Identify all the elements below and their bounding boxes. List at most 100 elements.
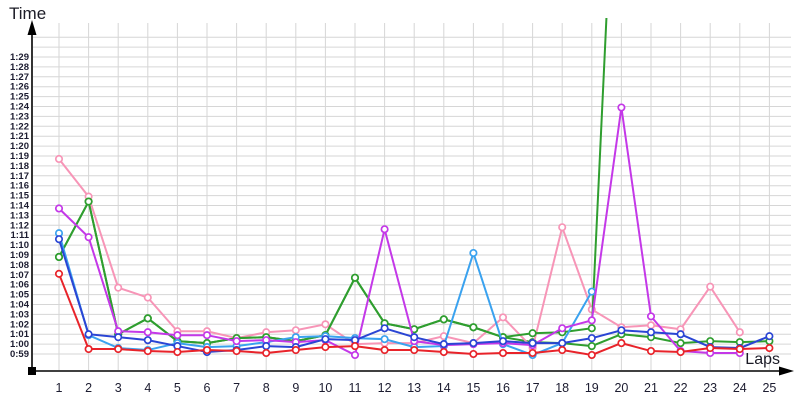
- x-tick-label: 10: [318, 381, 332, 395]
- data-point-red-lap-21: [646, 346, 656, 356]
- data-point-red-lap-5: [173, 347, 182, 357]
- series-line-magenta: [58, 107, 740, 357]
- series-line-green-spiky: [58, 18, 608, 345]
- x-tick-label: 20: [614, 381, 628, 395]
- y-tick-label: 1:29: [10, 52, 29, 63]
- data-point-pink-lap-18: [558, 223, 567, 232]
- data-point-blue-lap-12: [380, 324, 389, 333]
- x-tick-label: 17: [526, 381, 540, 395]
- data-point-blue-lap-25: [765, 332, 774, 341]
- x-tick-label: 13: [407, 381, 421, 395]
- series-line-pink: [58, 158, 741, 351]
- data-point-pink-lap-16: [498, 313, 508, 322]
- data-point-blue-lap-20: [617, 326, 626, 335]
- data-point-pink-lap-1: [54, 154, 64, 164]
- data-point-red-lap-25: [765, 344, 774, 353]
- x-tick-label: 5: [174, 381, 181, 395]
- y-axis-title: Time: [9, 4, 47, 23]
- y-tick-label: 1:10: [10, 240, 29, 251]
- x-tick-label: 24: [733, 381, 747, 395]
- data-point-pink-lap-4: [143, 293, 152, 302]
- y-tick-label: 1:18: [10, 161, 29, 172]
- y-tick-label: 1:27: [10, 72, 29, 83]
- data-point-magenta-lap-20: [617, 103, 626, 112]
- x-tick-label: 21: [644, 381, 658, 395]
- y-tick-label: 1:03: [10, 309, 29, 320]
- data-point-magenta-lap-2: [84, 233, 93, 242]
- data-point-cyan-lap-12: [380, 335, 389, 344]
- data-point-green-spiky-lap-14: [439, 315, 448, 324]
- data-point-cyan-lap-15: [469, 248, 478, 258]
- y-tick-label: 0:59: [10, 349, 29, 360]
- y-tick-label: 1:14: [10, 201, 30, 212]
- data-point-red-lap-16: [498, 348, 508, 358]
- data-point-red-lap-12: [380, 345, 389, 355]
- data-point-red-lap-18: [558, 345, 567, 355]
- data-point-red-lap-6: [202, 345, 212, 355]
- data-point-blue-lap-15: [469, 339, 478, 348]
- data-point-red-lap-10: [321, 343, 330, 352]
- data-point-green-spiky-lap-2: [84, 197, 93, 206]
- data-point-red-lap-8: [262, 348, 271, 358]
- data-point-blue-lap-3: [114, 333, 123, 342]
- data-point-magenta-lap-11: [350, 350, 360, 360]
- y-tick-label: 1:23: [10, 111, 29, 122]
- data-point-blue-lap-17: [528, 339, 537, 348]
- x-tick-label: 22: [674, 381, 688, 395]
- y-tick-label: 1:01: [10, 329, 30, 340]
- x-tick-label: 23: [703, 381, 717, 395]
- data-point-red-lap-17: [528, 348, 537, 358]
- y-tick-label: 1:20: [10, 141, 29, 152]
- data-point-green-spiky-lap-1: [54, 252, 64, 262]
- data-point-magenta-lap-12: [380, 225, 389, 234]
- data-point-red-lap-22: [676, 347, 685, 357]
- data-point-blue-lap-13: [410, 333, 419, 342]
- x-tick-label: 18: [555, 381, 569, 395]
- x-tick-label: 2: [85, 381, 92, 395]
- y-tick-label: 1:06: [10, 280, 29, 291]
- y-tick-label: 1:16: [10, 181, 29, 192]
- data-point-green-spiky-lap-11: [350, 273, 360, 282]
- data-point-red-lap-11: [350, 342, 360, 351]
- y-tick-label: 1:02: [10, 319, 29, 330]
- y-tick-label: 1:04: [10, 300, 30, 311]
- x-tick-label: 8: [263, 381, 270, 395]
- data-point-magenta-lap-6: [202, 331, 212, 340]
- y-tick-label: 1:05: [10, 290, 30, 301]
- data-point-pink-lap-21: [646, 321, 656, 330]
- data-point-green-flat-lap-19: [587, 342, 596, 351]
- y-tick-label: 1:12: [10, 220, 29, 231]
- data-point-red-lap-13: [410, 345, 419, 355]
- data-point-pink-lap-9: [291, 326, 300, 335]
- y-tick-label: 1:25: [10, 92, 30, 103]
- data-point-green-spiky-lap-15: [469, 323, 478, 332]
- data-point-red-lap-7: [232, 346, 241, 356]
- data-point-magenta-lap-19: [587, 316, 596, 325]
- data-point-green-spiky-lap-17: [528, 329, 537, 338]
- x-tick-label: 6: [204, 381, 211, 395]
- data-point-cyan-lap-19: [587, 287, 596, 296]
- data-point-magenta-lap-18: [558, 324, 567, 333]
- data-point-pink-lap-23: [706, 282, 715, 291]
- x-tick-label: 1: [56, 381, 63, 395]
- x-tick-label: 25: [762, 381, 776, 395]
- data-point-red-lap-1: [54, 269, 64, 278]
- data-point-red-lap-23: [706, 344, 715, 353]
- data-point-blue-lap-1: [54, 235, 64, 244]
- data-point-blue-lap-10: [321, 335, 330, 344]
- data-point-pink-lap-24: [735, 328, 744, 337]
- data-point-blue-lap-21: [646, 328, 656, 337]
- data-point-blue-lap-22: [676, 330, 685, 339]
- data-point-red-lap-15: [469, 349, 478, 359]
- data-point-red-lap-2: [84, 344, 93, 354]
- data-point-magenta-lap-21: [646, 312, 656, 321]
- data-point-blue-lap-14: [439, 340, 448, 349]
- data-point-blue-lap-16: [498, 337, 508, 346]
- y-tick-label: 1:08: [10, 260, 29, 271]
- y-tick-label: 1:17: [10, 171, 29, 182]
- x-tick-label: 4: [144, 381, 151, 395]
- x-tick-label: 15: [466, 381, 480, 395]
- data-point-blue-lap-4: [143, 336, 152, 345]
- axis-origin-marker: [28, 367, 36, 375]
